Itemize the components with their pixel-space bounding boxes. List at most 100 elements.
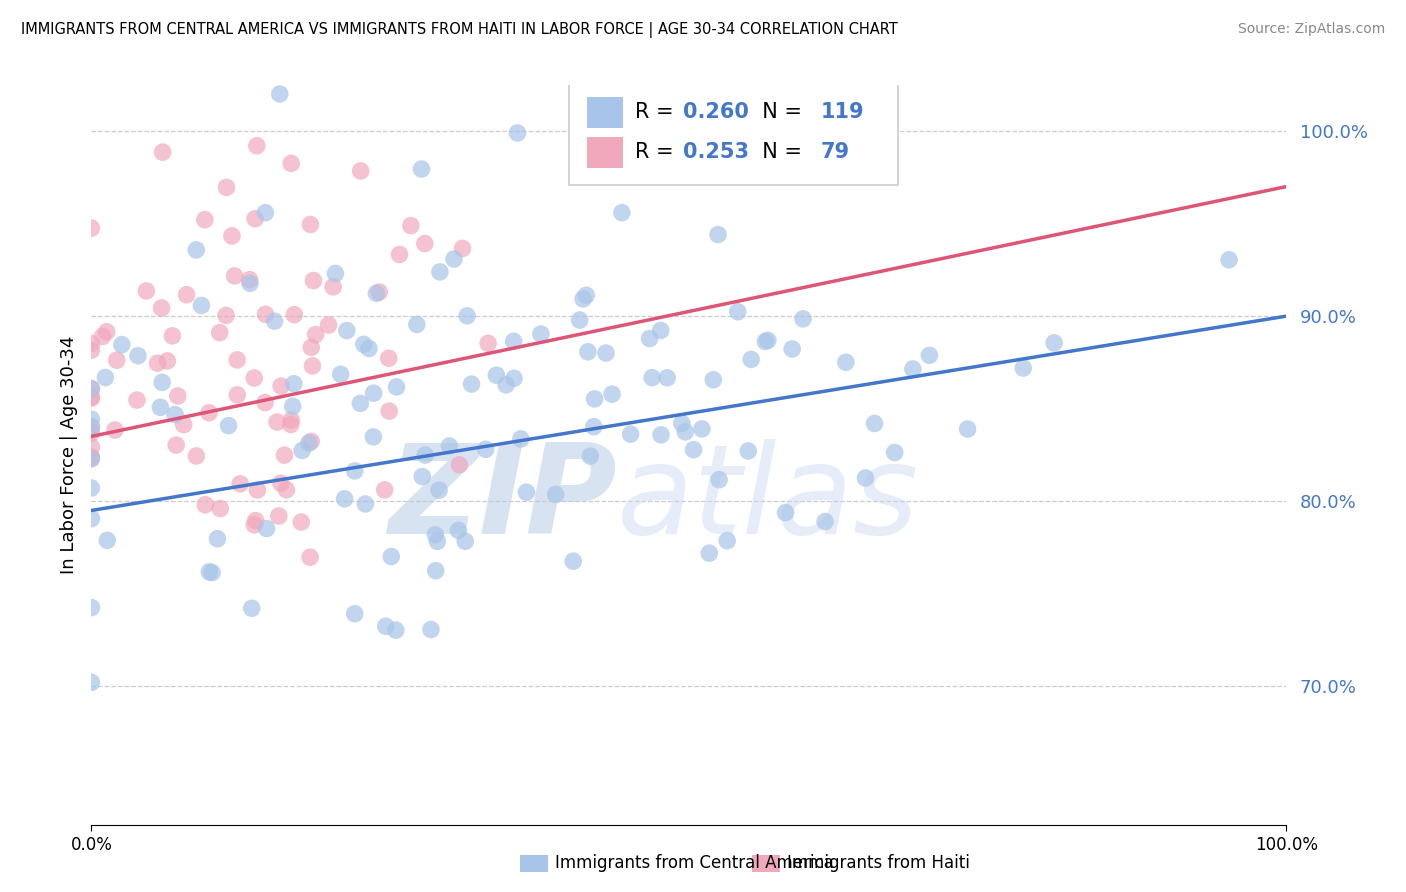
Point	[756, 334, 779, 348]
Text: 0.260: 0.260	[683, 102, 749, 122]
Point	[380, 549, 402, 564]
Point	[94, 370, 117, 384]
Point	[427, 483, 450, 498]
Point	[243, 517, 266, 532]
Point	[515, 485, 537, 500]
Point	[343, 464, 366, 478]
Point	[682, 442, 704, 457]
Point	[477, 336, 499, 351]
Point	[583, 392, 606, 406]
Text: 79: 79	[821, 142, 849, 162]
Point	[650, 427, 672, 442]
Point	[186, 243, 208, 257]
Point	[165, 438, 187, 452]
Point	[96, 533, 118, 548]
Point	[503, 371, 526, 385]
Point	[716, 533, 738, 548]
Point	[194, 212, 217, 227]
Text: N =: N =	[748, 142, 808, 162]
Point	[280, 413, 302, 427]
Point	[576, 344, 599, 359]
Point	[562, 554, 585, 568]
Point	[80, 221, 103, 235]
Point	[671, 417, 693, 431]
Point	[485, 368, 508, 383]
Point	[385, 380, 408, 394]
Point	[544, 487, 567, 501]
Point	[575, 288, 598, 302]
Point	[80, 600, 103, 615]
FancyBboxPatch shape	[569, 81, 898, 185]
Point	[425, 564, 447, 578]
Point	[91, 329, 114, 343]
Point	[150, 376, 173, 390]
Point	[224, 268, 246, 283]
Point	[572, 292, 595, 306]
Point	[363, 430, 385, 444]
Point	[690, 422, 713, 436]
Text: Immigrants from Haiti: Immigrants from Haiti	[787, 855, 970, 872]
Point	[1218, 252, 1240, 267]
Point	[283, 308, 305, 322]
Point	[190, 298, 212, 312]
Point	[792, 311, 814, 326]
Point	[413, 236, 436, 251]
Point	[411, 161, 433, 176]
Point	[80, 450, 103, 465]
Point	[530, 326, 553, 341]
Point	[405, 318, 427, 332]
Point	[439, 439, 461, 453]
Point	[80, 481, 103, 495]
Point	[299, 340, 322, 354]
Point	[495, 377, 517, 392]
Point	[135, 284, 157, 298]
Text: 0.253: 0.253	[683, 142, 749, 162]
Point	[697, 546, 720, 560]
Point	[374, 483, 396, 497]
Point	[80, 450, 103, 465]
Point	[243, 211, 266, 226]
Point	[280, 156, 302, 170]
Point	[740, 352, 762, 367]
Y-axis label: In Labor Force | Age 30-34: In Labor Force | Age 30-34	[59, 335, 77, 574]
Point	[425, 528, 447, 542]
Point	[901, 362, 924, 376]
Point	[727, 304, 749, 318]
Point	[80, 412, 103, 426]
Point	[209, 501, 232, 516]
Point	[80, 336, 103, 351]
Point	[198, 565, 221, 579]
Point	[780, 342, 803, 356]
Point	[650, 323, 672, 337]
Point	[215, 309, 238, 323]
Point	[579, 449, 602, 463]
Point	[194, 498, 217, 512]
Point	[388, 247, 411, 261]
Point	[855, 471, 877, 485]
Point	[474, 442, 496, 457]
Point	[80, 511, 103, 525]
Point	[254, 205, 277, 219]
Point	[883, 445, 905, 459]
Point	[775, 506, 797, 520]
Point	[298, 436, 321, 450]
Point	[207, 532, 229, 546]
Point	[1043, 335, 1066, 350]
Point	[447, 524, 470, 538]
Point	[366, 286, 388, 301]
Point	[246, 138, 269, 153]
Point	[226, 352, 249, 367]
Point	[318, 318, 340, 332]
Point	[610, 205, 633, 219]
Point	[149, 401, 172, 415]
Point	[399, 219, 422, 233]
Point	[283, 376, 305, 391]
Point	[620, 427, 643, 442]
Point	[568, 313, 591, 327]
Point	[638, 332, 661, 346]
Point	[918, 348, 941, 362]
Text: N =: N =	[748, 102, 808, 122]
Point	[221, 228, 243, 243]
Point	[304, 327, 326, 342]
Point	[80, 675, 103, 690]
